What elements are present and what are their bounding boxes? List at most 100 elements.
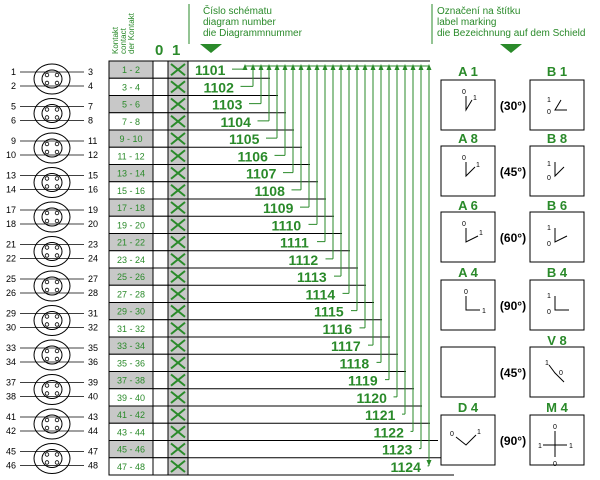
marking-glyph-label: 1 (547, 97, 551, 104)
terminal-pin (44, 425, 50, 431)
state-off-cell (152, 60, 169, 79)
marking-left-box (440, 79, 496, 131)
marking-glyph-label: 0 (462, 89, 466, 96)
terminal-pin (44, 218, 50, 224)
contact-label: 47 - 48 (117, 462, 145, 472)
terminal-core (41, 207, 63, 227)
marking-left-box (440, 211, 496, 263)
diagram-number: 1102 (204, 79, 235, 95)
terminal-pin (44, 383, 50, 388)
terminal-pin (54, 176, 60, 181)
diagram-arrowhead (274, 64, 280, 70)
terminal-pin (44, 348, 50, 354)
terminal-number: 28 (88, 288, 98, 298)
state-off-cell (152, 371, 169, 390)
diagram-number: 1112 (289, 252, 319, 268)
diagram-arrowhead (370, 64, 376, 70)
marking-right-code: B 1 (547, 64, 567, 79)
diagram-number: 1101 (195, 62, 226, 78)
marking-right-code: V 8 (547, 333, 567, 348)
terminal-pin (44, 391, 50, 396)
marking-angle: (45°) (500, 366, 526, 380)
marking-left-code: A 8 (458, 131, 478, 146)
terminal-pin (54, 80, 60, 86)
terminal-number: 14 (6, 185, 16, 195)
marking-left-code: A 6 (458, 198, 478, 213)
terminal-pin (54, 391, 60, 396)
marking-left-box (440, 346, 496, 398)
diagram-number: 1120 (357, 390, 388, 406)
contact-label: 35 - 36 (117, 358, 145, 368)
terminal-pin (54, 184, 60, 189)
marking-glyph-label: 1 (479, 230, 483, 237)
contact-label: 9 - 10 (119, 134, 142, 144)
terminal-core (41, 138, 63, 158)
diagram-number: 1110 (272, 217, 302, 233)
state-off-cell (152, 302, 169, 321)
diagram-number: 1119 (348, 373, 378, 389)
marking-glyph-label: 1 (538, 443, 542, 450)
terminal-core (41, 276, 63, 296)
state-off-cell (152, 353, 169, 372)
state-off-cell (152, 250, 169, 269)
marking-glyph (465, 296, 480, 311)
marking-right-box (529, 145, 585, 197)
closed-mark-stroke (170, 459, 186, 473)
diagram-number: 1124 (391, 459, 422, 475)
contact-label: 33 - 34 (117, 341, 145, 351)
marking-glyph-label: 1 (547, 225, 551, 232)
contact-label: 31 - 32 (117, 324, 145, 334)
terminal-number: 15 (88, 171, 98, 181)
terminal-pin (44, 460, 50, 465)
closed-mark-stroke (170, 63, 186, 77)
terminal-pin (44, 245, 50, 250)
contact-label: 17 - 18 (117, 203, 145, 213)
diagram-number: 1114 (306, 286, 336, 302)
contact-label: 13 - 14 (117, 169, 145, 179)
marking-right-code: M 4 (546, 400, 568, 415)
marking-glyph-label: 0 (462, 155, 466, 162)
terminal-pin (44, 115, 50, 120)
closed-mark-stroke (170, 408, 186, 422)
terminal-pin (54, 72, 60, 78)
state-off-cell (152, 457, 169, 476)
marking-glyph-label: 0 (464, 289, 468, 296)
diagram-number: 1113 (297, 269, 327, 285)
marking-glyph-label: 0 (547, 241, 551, 248)
terminal-number: 29 (6, 309, 16, 319)
state-off-cell (152, 405, 169, 424)
state-off-cell (152, 129, 169, 148)
terminal-number: 24 (88, 254, 98, 264)
terminal-number: 19 (88, 205, 98, 215)
diagram-arrowhead (282, 64, 288, 70)
contact-label: 15 - 16 (117, 186, 145, 196)
state-off-cell (152, 267, 169, 286)
terminal-pin (44, 287, 50, 293)
diagram-arrowhead (290, 64, 296, 70)
state-off-cell (152, 215, 169, 234)
terminal-pin (54, 417, 60, 423)
marking-right-code: B 4 (547, 265, 568, 280)
contact-label: 11 - 12 (117, 151, 144, 161)
terminal-pin (54, 245, 60, 250)
terminal-pin (44, 176, 50, 181)
state-off-cell (152, 164, 169, 183)
contact-label: 37 - 38 (117, 376, 145, 386)
marking-right-box (529, 279, 585, 331)
marking-angle: (30°) (500, 99, 526, 113)
state-off-cell (152, 146, 169, 165)
terminal-number: 37 (6, 378, 16, 388)
closed-mark-stroke (170, 166, 186, 180)
terminal-core (41, 311, 63, 330)
terminal-number: 30 (6, 323, 16, 333)
marking-glyph-label: 1 (547, 293, 551, 300)
terminal-number: 11 (88, 136, 97, 146)
terminal-number: 9 (11, 136, 16, 146)
diagram-arrowhead (362, 64, 368, 70)
terminal-pin (44, 210, 50, 216)
contact-label: 43 - 44 (117, 427, 145, 437)
diagram-arrowhead (330, 64, 336, 70)
label-marking-de: die Bezeichnung auf dem Schield (437, 28, 586, 39)
diagram-arrowhead (394, 64, 400, 70)
